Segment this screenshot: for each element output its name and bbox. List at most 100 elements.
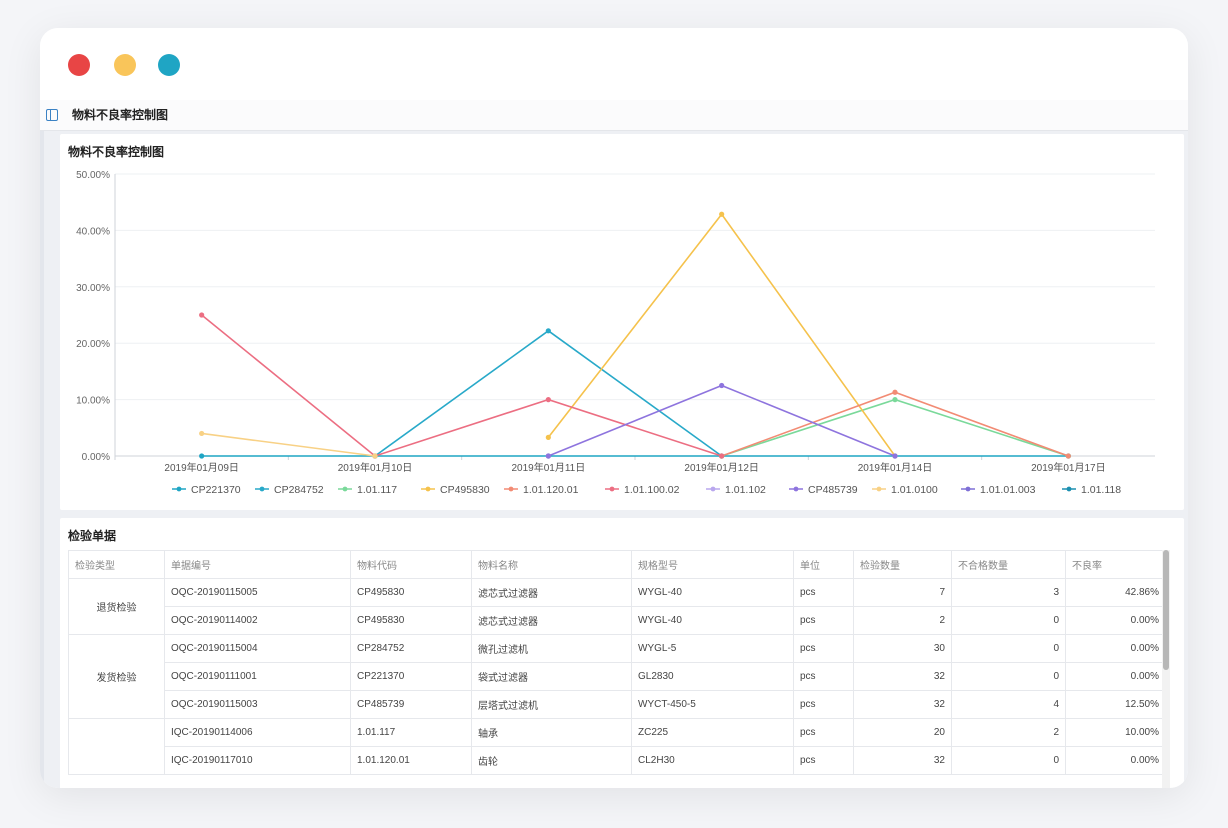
- x-tick-label: 2019年01月11日: [511, 461, 585, 474]
- table-row[interactable]: OQC-20190111001 CP221370 袋式过滤器 GL2830 pcs 32 0…: [69, 662, 1166, 691]
- legend-marker: [176, 486, 182, 492]
- table-cell: pcs: [793, 662, 854, 691]
- table-cell: pcs: [793, 634, 854, 663]
- table-row[interactable]: OQC-20190114002 CP495830 滤芯式过滤器 WYGL-40 pcs 2…: [69, 606, 1166, 635]
- line-chart: 0.00% 10.00% 20.00% 30.00% 40.00% 50.00% 2019年…: [76, 170, 1155, 496]
- y-tick-label: 30.00%: [76, 283, 110, 294]
- data-point: [545, 397, 551, 403]
- column-header[interactable]: 检验数量: [853, 550, 952, 579]
- y-tick-label: 10.00%: [76, 396, 110, 407]
- column-header[interactable]: 物料代码: [350, 550, 472, 579]
- column-header[interactable]: 单据编号: [164, 550, 351, 579]
- column-header[interactable]: 检验类型: [68, 550, 165, 579]
- legend-marker: [425, 486, 431, 492]
- table-cell: pcs: [793, 606, 854, 635]
- table-cell: WYGL-40: [631, 606, 794, 635]
- column-header[interactable]: 物料名称: [471, 550, 632, 579]
- maximize-window-button[interactable]: [158, 54, 180, 76]
- table-cell: 32: [853, 690, 952, 719]
- table-cell: CP495830: [350, 606, 472, 635]
- table-cell: 20: [853, 718, 952, 747]
- series-line: [201, 314, 722, 457]
- close-window-button[interactable]: [68, 54, 90, 76]
- series-line: [548, 384, 896, 457]
- table-cell: 轴承: [471, 718, 632, 747]
- table-cell: 7: [853, 578, 952, 607]
- legend-item-1.01.117: 1.01.117: [357, 484, 397, 496]
- table-cell: 42.86%: [1065, 578, 1166, 607]
- table-cell: 2: [951, 718, 1066, 747]
- table-cell: 0.00%: [1065, 606, 1166, 635]
- chart-card: 物料不良率控制图 0.00% 10.00% 20.00% 30.00% 40.00% 50…: [60, 134, 1184, 510]
- table-cell: 10.00%: [1065, 718, 1166, 747]
- table-cell: 32: [853, 746, 952, 775]
- table-cell: pcs: [793, 690, 854, 719]
- table-cell: CP495830: [350, 578, 472, 607]
- data-point: [372, 453, 378, 459]
- table-cell: 1.01.117: [350, 718, 472, 747]
- table-row[interactable]: OQC-20190115003 CP485739 层塔式过滤机 WYCT-450-5 p…: [69, 690, 1166, 719]
- inspection-table-card: 检验单据 检验类型 单据编号 物料代码 物料名称 规格型号 单位 检验数量 不合格数量 不良率 …: [60, 518, 1184, 788]
- data-point: [719, 211, 725, 217]
- data-point: [199, 312, 205, 318]
- column-header[interactable]: 规格型号: [631, 550, 794, 579]
- column-header[interactable]: 不良率: [1065, 550, 1166, 579]
- data-point: [545, 434, 551, 440]
- legend-marker: [508, 486, 514, 492]
- series-line: [201, 432, 376, 457]
- legend-item-1.01.01.003: 1.01.01.003: [980, 484, 1036, 496]
- table-cell: IQC-20190114006: [164, 718, 351, 747]
- table-cell: OQC-20190111001: [164, 662, 351, 691]
- data-point: [545, 328, 551, 334]
- table-cell: 微孔过滤机: [471, 634, 632, 663]
- y-tick-label: 50.00%: [76, 170, 110, 181]
- table-cell: 0.00%: [1065, 634, 1166, 663]
- data-point: [892, 453, 898, 459]
- series-line: [721, 398, 1069, 457]
- table-row[interactable]: IQC-20190117010 1.01.120.01 齿轮 CL2H30 pcs 32 0…: [69, 746, 1166, 775]
- sidebar-toggle-icon[interactable]: [46, 109, 58, 121]
- table-scrollbar-thumb[interactable]: [1163, 550, 1169, 670]
- table-cell: 袋式过滤器: [471, 662, 632, 691]
- table-cell: 滤芯式过滤器: [471, 606, 632, 635]
- data-point: [545, 453, 551, 459]
- page-title: 物料不良率控制图: [72, 108, 169, 122]
- column-header[interactable]: 单位: [793, 550, 854, 579]
- legend-item-1.01.100.02: 1.01.100.02: [624, 484, 680, 496]
- table-row[interactable]: 发货检验 OQC-20190115004 CP284752 微孔过滤机 WYGL-5 pc…: [68, 634, 1166, 719]
- table-row[interactable]: IQC-20190114006 1.01.117 轴承 ZC225 pcs 20 2 10.0…: [68, 718, 1166, 775]
- page-header: 物料不良率控制图: [40, 100, 1188, 131]
- table-cell: 0: [951, 662, 1066, 691]
- table-cell: WYGL-5: [631, 634, 794, 663]
- data-point: [719, 382, 725, 389]
- column-header[interactable]: 不合格数量: [951, 550, 1066, 579]
- table-cell: 0.00%: [1065, 662, 1166, 691]
- table-cell: OQC-20190115005: [164, 578, 351, 607]
- table-cell: GL2830: [631, 662, 794, 691]
- table-cell: 齿轮: [471, 746, 632, 775]
- legend-marker: [609, 486, 615, 492]
- table-cell: 1.01.120.01: [350, 746, 472, 775]
- x-tick-label: 2019年01月09日: [164, 461, 239, 474]
- table-cell: 层塔式过滤机: [471, 690, 632, 719]
- table-cell: CL2H30: [631, 746, 794, 775]
- table-cell: 12.50%: [1065, 690, 1166, 719]
- legend-item-CP485739: CP485739: [808, 484, 858, 496]
- legend-marker: [1066, 486, 1072, 492]
- inspection-type-cell: 发货检验: [68, 634, 165, 719]
- legend-marker: [710, 486, 716, 492]
- data-point: [199, 430, 205, 437]
- table-cell: 0: [951, 606, 1066, 635]
- table-cell: 0.00%: [1065, 746, 1166, 775]
- minimize-window-button[interactable]: [114, 54, 136, 76]
- data-point: [719, 453, 725, 459]
- table-cell: IQC-20190117010: [164, 746, 351, 775]
- legend-item-1.01.102: 1.01.102: [725, 484, 766, 496]
- y-tick-label: 40.00%: [76, 226, 110, 237]
- table-cell: ZC225: [631, 718, 794, 747]
- window-titlebar: [40, 28, 1188, 100]
- y-tick-label: 20.00%: [76, 339, 110, 350]
- table-row[interactable]: 退货检验 OQC-20190115005 CP495830 滤芯式过滤器 WYGL-40…: [68, 578, 1166, 635]
- legend-item-CP495830: CP495830: [440, 484, 490, 496]
- legend-item-1.01.118: 1.01.118: [1081, 484, 1121, 496]
